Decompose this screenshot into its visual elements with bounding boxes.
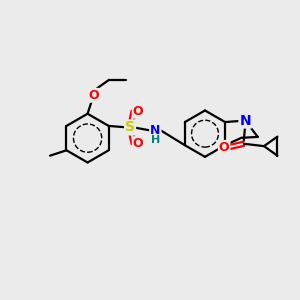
Text: O: O (133, 137, 143, 150)
Text: O: O (88, 89, 99, 102)
Text: S: S (125, 120, 135, 134)
Text: N: N (150, 124, 161, 136)
Text: O: O (219, 141, 230, 154)
Text: O: O (133, 105, 143, 118)
Text: H: H (151, 135, 160, 145)
Text: N: N (239, 114, 251, 128)
